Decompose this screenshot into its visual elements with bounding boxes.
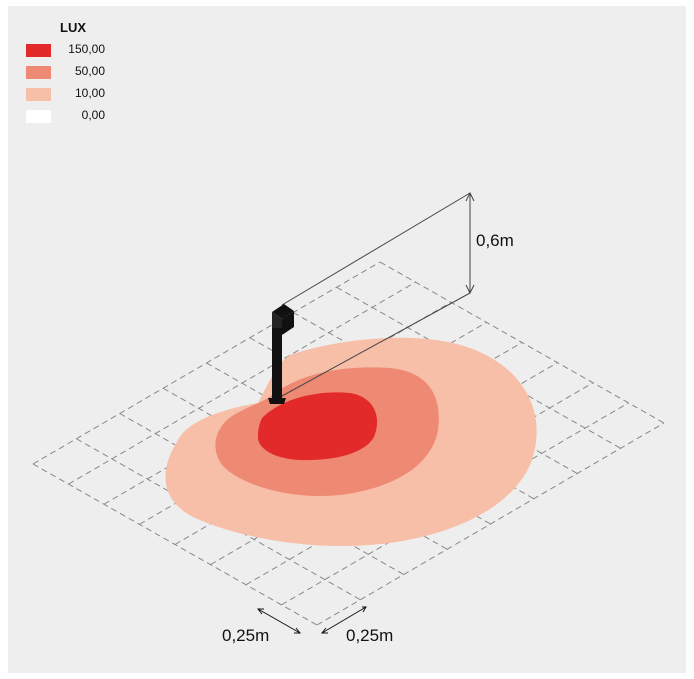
lamp-post (268, 304, 294, 404)
legend-swatch-150 (26, 44, 51, 57)
legend-item-10: 10,00 (26, 82, 105, 104)
legend-item-50: 50,00 (26, 60, 105, 82)
legend-label-0: 0,00 (81, 108, 105, 122)
lamp-head (272, 304, 294, 319)
legend-label-10: 10,00 (74, 86, 105, 100)
legend-swatch-50 (26, 66, 51, 79)
legend-item-0: 0,00 (26, 104, 105, 126)
lux-zone-150 (257, 392, 378, 461)
legend-item-150: 150,00 (26, 38, 105, 60)
legend-label-50: 50,00 (74, 64, 105, 78)
lamp-pole (272, 328, 282, 398)
legend-title: LUX (60, 20, 86, 35)
legend-label-150: 150,00 (68, 42, 105, 56)
grid-spacing-label-left: 0,25m (222, 626, 269, 645)
height-dimension (281, 191, 475, 397)
grid-line (379, 261, 665, 424)
lux-legend: LUX 150,00 50,00 10,00 0,00 (26, 20, 105, 126)
grid-spacing-dimension (256, 606, 367, 634)
legend-swatch-0 (26, 110, 51, 123)
grid-line (316, 422, 665, 626)
height-label: 0,6m (476, 231, 514, 250)
legend-swatch-10 (26, 88, 51, 101)
grid-spacing-label-right: 0,25m (346, 626, 393, 645)
diagram-panel (8, 6, 686, 673)
